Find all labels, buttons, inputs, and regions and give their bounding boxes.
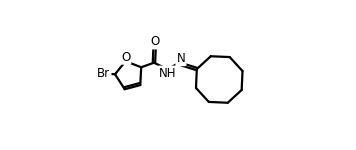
Text: Br: Br (97, 67, 110, 80)
Text: NH: NH (159, 67, 176, 80)
Text: N: N (177, 52, 185, 65)
Text: O: O (121, 51, 130, 64)
Text: O: O (150, 35, 159, 48)
